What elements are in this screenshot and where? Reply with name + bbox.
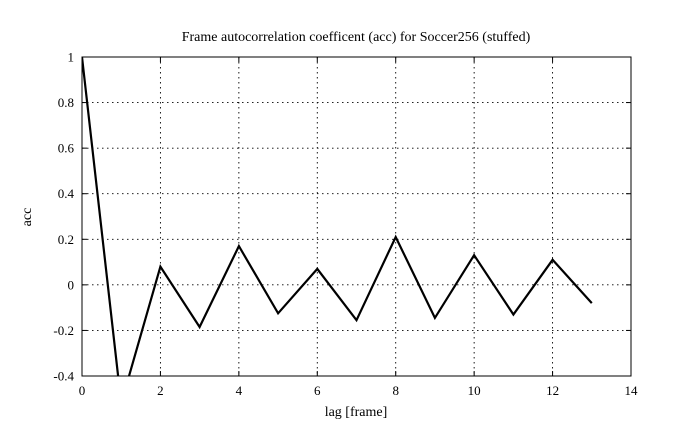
y-tick-label: 0 — [68, 277, 75, 292]
y-tick-label: 1 — [68, 50, 75, 65]
y-tick-label: 0.2 — [58, 232, 74, 247]
x-axis-label: lag [frame] — [325, 405, 388, 420]
grid-lines — [82, 57, 631, 376]
series-line-acc — [82, 57, 593, 376]
y-tick-label: -0.2 — [53, 323, 74, 338]
tick-marks — [81, 56, 632, 377]
y-tick-label: 0.6 — [58, 141, 75, 156]
x-tick-label: 2 — [157, 383, 164, 398]
x-tick-label: 10 — [468, 383, 481, 398]
y-axis-label: acc — [20, 208, 35, 227]
y-tick-label: 0.4 — [58, 186, 75, 201]
x-tick-label: 4 — [236, 383, 243, 398]
x-tick-label: 0 — [79, 383, 86, 398]
x-tick-label: 12 — [546, 383, 559, 398]
chart-title: Frame autocorrelation coefficent (acc) f… — [182, 30, 531, 45]
x-tick-label: 8 — [392, 383, 399, 398]
y-tick-label: -0.4 — [53, 369, 74, 384]
x-tick-label: 6 — [314, 383, 321, 398]
y-tick-label: 0.8 — [58, 95, 74, 110]
x-tick-label: 14 — [625, 383, 639, 398]
y-tick-labels: -0.4 -0.2 0 0.2 0.4 0.6 0.8 1 — [53, 50, 74, 384]
x-tick-labels: 0 2 4 6 8 10 12 14 — [79, 383, 638, 398]
axes-frame — [81, 56, 632, 377]
